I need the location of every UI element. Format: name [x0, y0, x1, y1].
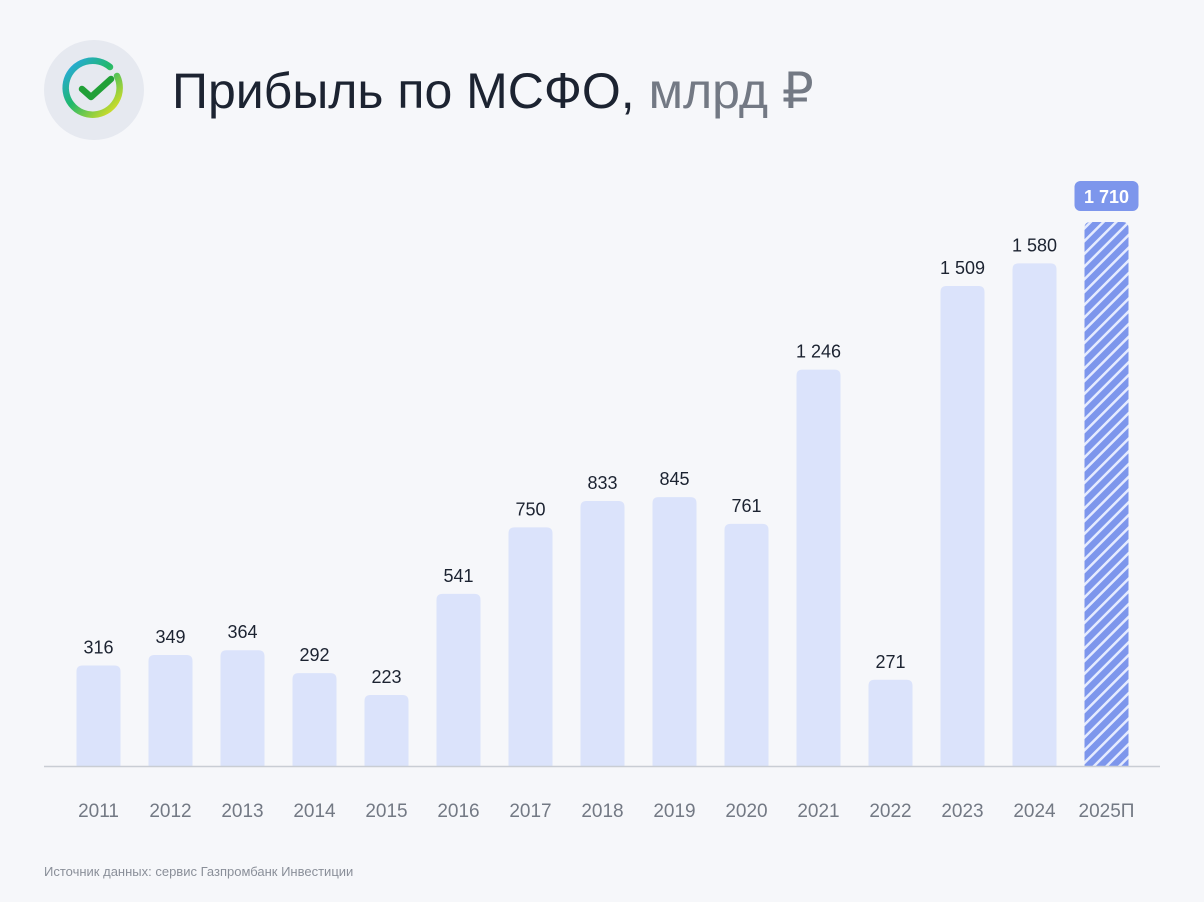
x-tick-label: 2013 — [221, 801, 263, 822]
x-tick-label: 2022 — [869, 801, 911, 822]
bar-value-label: 750 — [515, 499, 545, 519]
bar — [76, 665, 121, 766]
bar — [292, 673, 337, 766]
bar — [580, 500, 625, 766]
bar-value-label: 349 — [155, 627, 185, 647]
data-source-note: Источник данных: сервис Газпромбанк Инве… — [44, 864, 354, 879]
bar — [364, 695, 409, 766]
bar — [436, 593, 481, 766]
x-tick-label: 2021 — [797, 801, 839, 822]
logo — [44, 40, 144, 140]
bar-value-label: 364 — [227, 622, 257, 642]
bar — [940, 285, 985, 766]
x-tick-label: 2012 — [149, 801, 191, 822]
bar-value-label: 541 — [443, 566, 473, 586]
bar — [508, 527, 553, 766]
bar — [1012, 263, 1057, 766]
page-title: Прибыль по МСФО, млрд ₽ — [172, 58, 814, 124]
x-tick-label: 2019 — [653, 801, 695, 822]
x-tick-label: 2017 — [509, 801, 551, 822]
bar — [652, 497, 697, 766]
bar — [148, 654, 193, 766]
x-tick-label: 2023 — [941, 801, 983, 822]
bar-value-label: 761 — [731, 496, 761, 516]
bar — [220, 650, 265, 766]
x-tick-label: 2020 — [725, 801, 767, 822]
x-tick-label: 2011 — [78, 801, 119, 822]
bar-value-label: 1 710 — [1084, 187, 1129, 207]
bar-value-label: 316 — [83, 637, 113, 657]
bar-value-label: 292 — [299, 645, 329, 665]
bar — [868, 679, 913, 766]
x-tick-label: 2025П — [1079, 801, 1135, 822]
x-tick-label: 2015 — [365, 801, 407, 822]
bar-value-label: 271 — [875, 652, 905, 672]
bar — [796, 369, 841, 766]
bar-value-label: 1 246 — [796, 342, 841, 362]
bar-value-label: 1 580 — [1012, 235, 1057, 255]
x-tick-label: 2014 — [293, 801, 336, 822]
bar-value-label: 1 509 — [940, 258, 985, 278]
bar — [724, 523, 769, 766]
bar-value-label: 845 — [659, 469, 689, 489]
x-tick-label: 2024 — [1013, 801, 1056, 822]
bar-value-label: 223 — [371, 667, 401, 687]
x-tick-label: 2018 — [581, 801, 623, 822]
forecast-bar — [1084, 222, 1129, 766]
title-main: Прибыль по МСФО, — [172, 63, 635, 119]
title-unit: млрд ₽ — [648, 63, 814, 119]
forecast-value-badge — [1074, 181, 1139, 211]
x-tick-label: 2016 — [437, 801, 479, 822]
sber-check-logo-icon — [62, 57, 123, 118]
bar-value-label: 833 — [587, 473, 617, 493]
